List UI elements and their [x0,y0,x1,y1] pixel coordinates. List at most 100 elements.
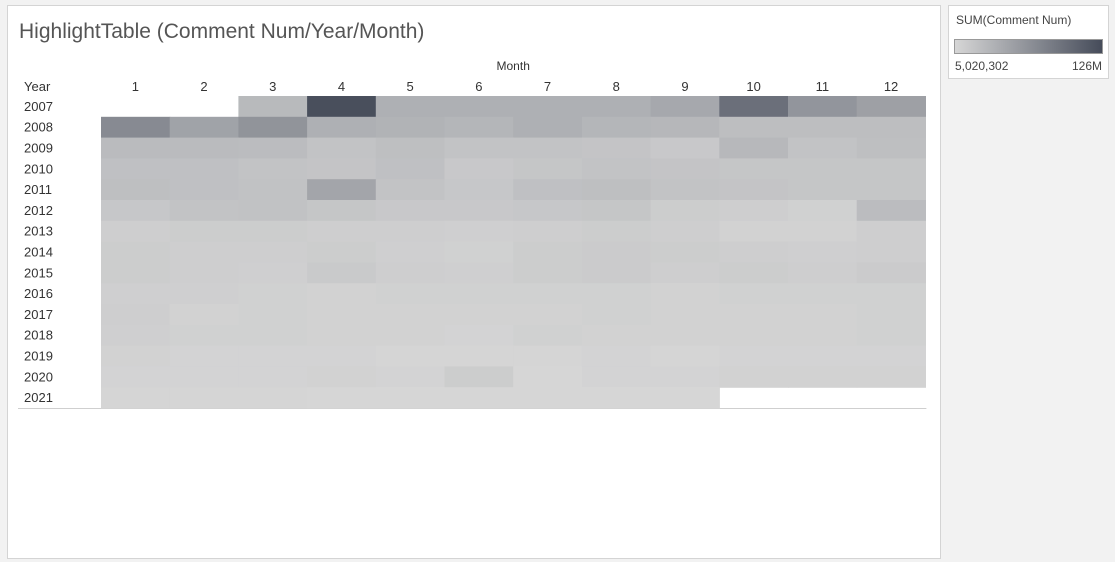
heatmap-cell-2009-11[interactable] [788,137,858,159]
heatmap-cell-2009-12[interactable] [856,137,926,159]
heatmap-cell-2018-11[interactable] [788,324,858,347]
heatmap-cell-2007-5[interactable] [375,96,446,118]
heatmap-cell-2021-8[interactable] [581,387,652,409]
heatmap-cell-2017-4[interactable] [307,304,377,326]
heatmap-cell-2011-12[interactable] [856,179,926,201]
heatmap-cell-2007-9[interactable] [650,96,720,118]
heatmap-cell-2019-10[interactable] [719,345,789,367]
heatmap-cell-2014-6[interactable] [444,241,514,263]
heatmap-cell-2020-9[interactable] [650,366,720,388]
heatmap-cell-2012-7[interactable] [513,200,583,222]
heatmap-cell-2019-3[interactable] [238,345,308,367]
heatmap-cell-2012-11[interactable] [788,200,858,222]
heatmap-cell-2007-10[interactable] [719,96,789,118]
heatmap-cell-2018-1[interactable] [101,324,171,347]
heatmap-cell-2016-7[interactable] [513,283,583,305]
heatmap-cell-2019-2[interactable] [169,345,239,367]
heatmap-cell-2007-12[interactable] [856,96,926,118]
heatmap-cell-2020-2[interactable] [169,366,239,388]
heatmap-cell-2017-7[interactable] [513,304,583,326]
heatmap-cell-2016-10[interactable] [719,283,789,305]
heatmap-cell-2011-10[interactable] [719,179,789,201]
heatmap-cell-2014-12[interactable] [856,241,926,263]
heatmap-cell-2008-5[interactable] [375,116,446,139]
heatmap-cell-2016-11[interactable] [788,283,858,305]
heatmap-cell-2011-6[interactable] [444,179,514,201]
heatmap-cell-2016-1[interactable] [101,283,171,305]
heatmap-cell-2010-7[interactable] [513,158,583,180]
heatmap-cell-2017-10[interactable] [719,304,789,326]
heatmap-cell-2007-3[interactable] [238,96,308,118]
heatmap-cell-2009-7[interactable] [513,137,583,159]
heatmap-cell-2007-11[interactable] [788,96,858,118]
heatmap-cell-2008-10[interactable] [719,116,789,139]
heatmap-cell-2010-4[interactable] [307,158,377,180]
heatmap-cell-2009-6[interactable] [444,137,514,159]
heatmap-cell-2010-11[interactable] [788,158,858,180]
heatmap-cell-2014-4[interactable] [307,241,377,263]
heatmap-cell-2015-4[interactable] [307,262,377,284]
heatmap-cell-2010-2[interactable] [169,158,239,180]
heatmap-cell-2011-11[interactable] [788,179,858,201]
heatmap-cell-2013-11[interactable] [788,220,858,243]
heatmap-cell-2018-2[interactable] [169,324,239,347]
heatmap-cell-2021-4[interactable] [307,387,377,409]
heatmap-cell-2018-10[interactable] [719,324,789,347]
heatmap-cell-2013-9[interactable] [650,220,720,243]
heatmap-cell-2015-9[interactable] [650,262,720,284]
heatmap-cell-2017-6[interactable] [444,304,514,326]
heatmap-cell-2014-7[interactable] [513,241,583,263]
heatmap-cell-2018-6[interactable] [444,324,514,347]
heatmap-cell-2010-6[interactable] [444,158,514,180]
heatmap-cell-2020-11[interactable] [788,366,858,388]
heatmap-cell-2011-5[interactable] [375,179,446,201]
heatmap-cell-2012-5[interactable] [375,200,446,222]
heatmap-cell-2015-1[interactable] [101,262,171,284]
heatmap-cell-2015-10[interactable] [719,262,789,284]
heatmap-cell-2019-7[interactable] [513,345,583,367]
heatmap-cell-2008-11[interactable] [788,116,858,139]
heatmap-cell-2016-8[interactable] [581,283,652,305]
heatmap-cell-2017-2[interactable] [169,304,239,326]
heatmap-cell-2014-9[interactable] [650,241,720,263]
heatmap-cell-2010-1[interactable] [101,158,171,180]
heatmap-cell-2017-5[interactable] [375,304,446,326]
heatmap-cell-2013-2[interactable] [169,220,239,243]
heatmap-cell-2013-7[interactable] [513,220,583,243]
heatmap-cell-2013-3[interactable] [238,220,308,243]
heatmap-cell-2017-11[interactable] [788,304,858,326]
heatmap-cell-2019-8[interactable] [581,345,652,367]
heatmap-cell-2009-1[interactable] [101,137,171,159]
heatmap-cell-2021-7[interactable] [513,387,583,409]
heatmap-cell-2008-4[interactable] [307,116,377,139]
heatmap-cell-2018-5[interactable] [375,324,446,347]
heatmap-cell-2015-3[interactable] [238,262,308,284]
heatmap-cell-2012-1[interactable] [101,200,171,222]
heatmap-cell-2018-8[interactable] [581,324,652,347]
heatmap-cell-2018-3[interactable] [238,324,308,347]
heatmap-cell-2014-5[interactable] [375,241,446,263]
heatmap-cell-2010-5[interactable] [375,158,446,180]
heatmap-cell-2015-12[interactable] [856,262,926,284]
heatmap-cell-2012-12[interactable] [856,200,926,222]
heatmap-cell-2011-2[interactable] [169,179,239,201]
heatmap-cell-2016-6[interactable] [444,283,514,305]
heatmap-cell-2021-2[interactable] [169,387,239,409]
heatmap-cell-2007-6[interactable] [444,96,514,118]
heatmap-cell-2008-2[interactable] [169,116,239,139]
heatmap-cell-2013-6[interactable] [444,220,514,243]
heatmap-cell-2009-10[interactable] [719,137,789,159]
heatmap-cell-2019-9[interactable] [650,345,720,367]
heatmap-cell-2014-2[interactable] [169,241,239,263]
heatmap-cell-2008-12[interactable] [856,116,926,139]
heatmap-cell-2009-2[interactable] [169,137,239,159]
heatmap-cell-2017-12[interactable] [856,304,926,326]
heatmap-cell-2016-9[interactable] [650,283,720,305]
heatmap-cell-2007-7[interactable] [513,96,583,118]
heatmap-cell-2009-9[interactable] [650,137,720,159]
heatmap-cell-2014-3[interactable] [238,241,308,263]
heatmap-cell-2016-5[interactable] [375,283,446,305]
heatmap-cell-2011-1[interactable] [101,179,171,201]
heatmap-cell-2007-8[interactable] [581,96,652,118]
heatmap-cell-2015-8[interactable] [581,262,652,284]
